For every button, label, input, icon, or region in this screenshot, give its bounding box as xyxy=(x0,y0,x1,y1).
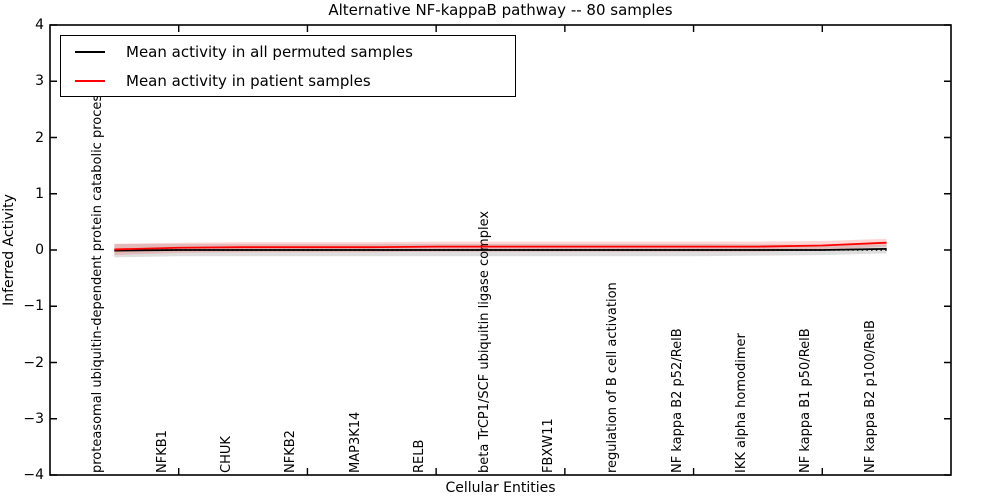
x-axis-label: Cellular Entities xyxy=(445,480,556,496)
legend-label-patient: Mean activity in patient samples xyxy=(126,71,371,90)
y-tick-label: −3 xyxy=(23,410,44,427)
y-tick-label: −4 xyxy=(23,467,44,483)
chart-title: Alternative NF-kappaB pathway -- 80 samp… xyxy=(328,1,673,19)
legend-item-patient: Mean activity in patient samples xyxy=(61,66,515,95)
y-tick-label: −2 xyxy=(23,354,44,371)
y-tick-label: 2 xyxy=(35,129,44,146)
y-tick-label: 4 xyxy=(35,17,44,33)
y-tick-label: 3 xyxy=(35,73,44,90)
patient-line-swatch xyxy=(75,79,105,82)
legend-item-permuted: Mean activity in all permuted samples xyxy=(61,37,515,66)
y-tick-label: −1 xyxy=(23,298,44,315)
y-tick-label: 1 xyxy=(35,185,44,202)
permuted-line-swatch xyxy=(75,50,105,53)
legend-label-permuted: Mean activity in all permuted samples xyxy=(126,42,413,61)
y-tick-label: 0 xyxy=(35,242,44,258)
legend: Mean activity in all permuted samples Me… xyxy=(60,35,516,97)
